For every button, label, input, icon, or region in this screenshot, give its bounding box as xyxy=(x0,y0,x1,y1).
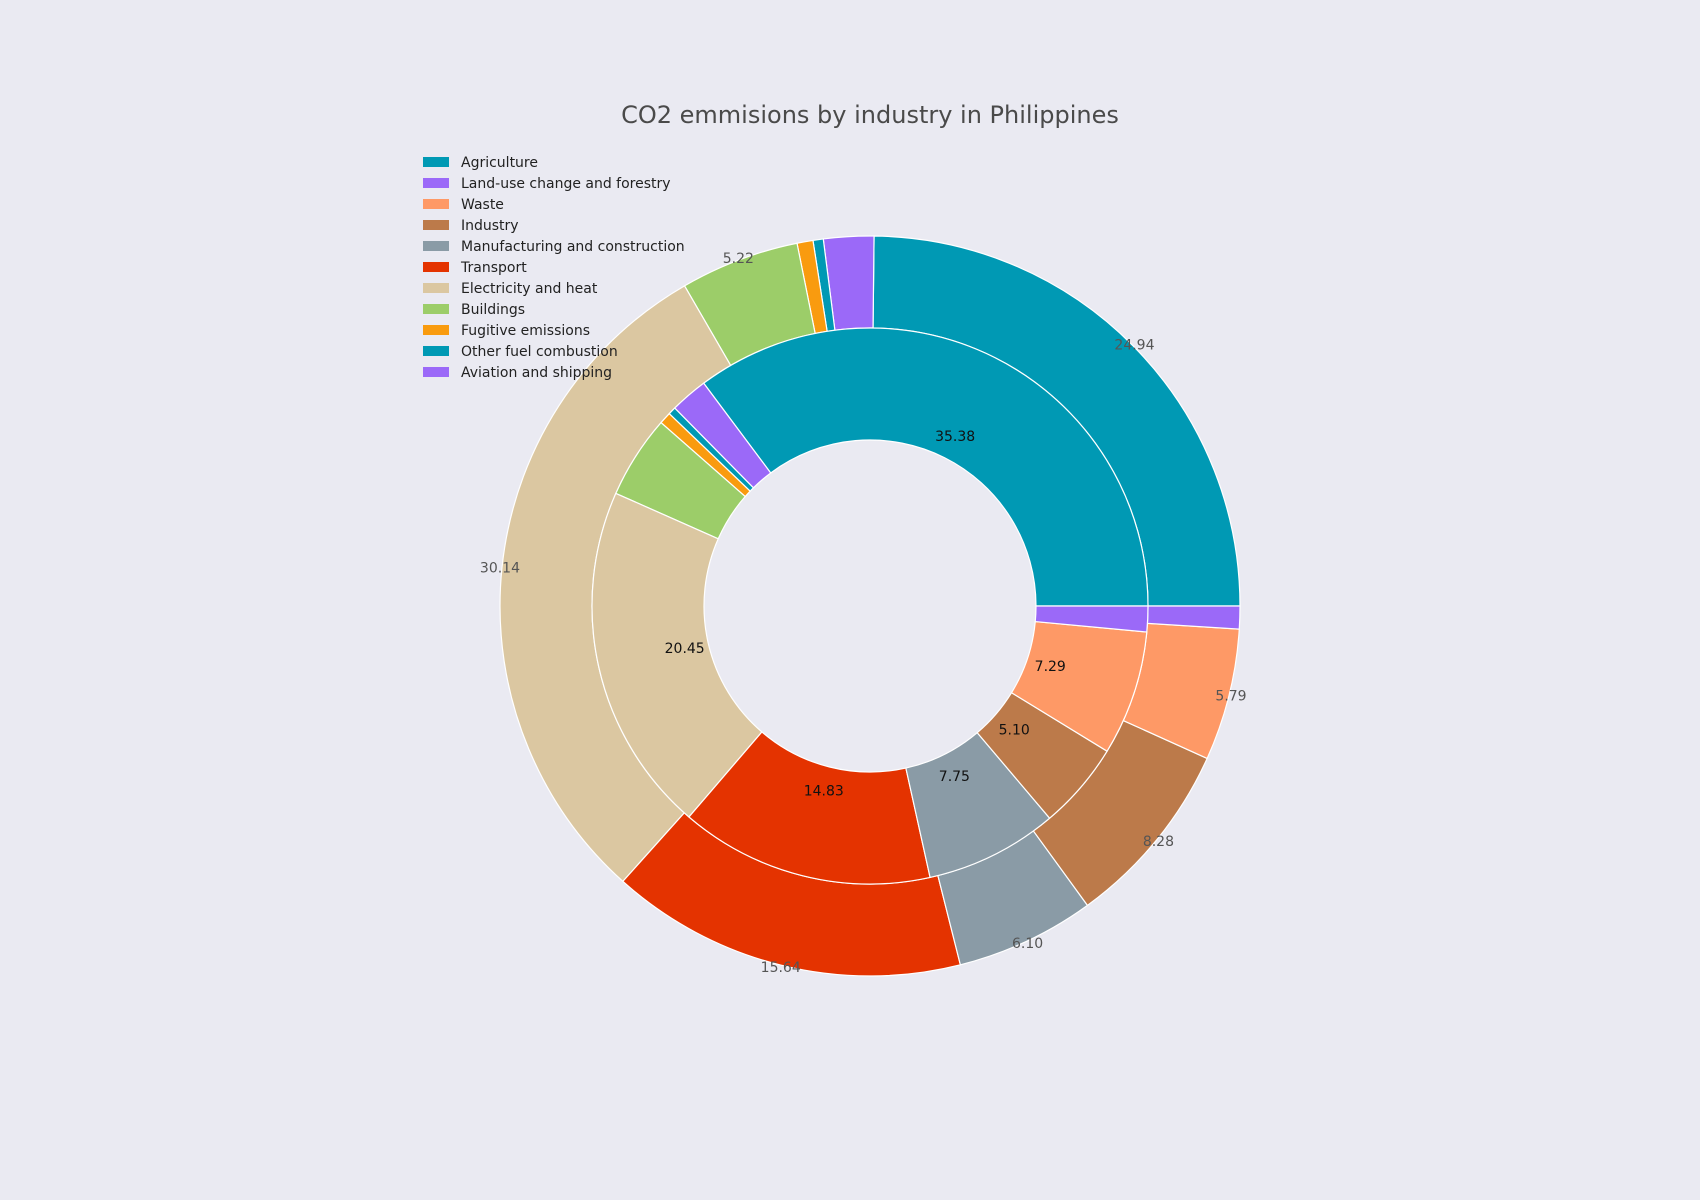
legend-label-transport: Transport xyxy=(460,260,527,276)
inner-slice-industry xyxy=(976,691,1108,820)
legend-label-buildings: Buildings xyxy=(461,302,525,318)
inner-slice-electricity-and-heat xyxy=(591,492,763,818)
outer-label-buildings: 5.22 xyxy=(723,251,754,267)
legend-label-other-fuel-combustion: Other fuel combustion xyxy=(461,344,618,360)
chart-title: CO2 emmisions by industry in Philippines xyxy=(621,101,1119,129)
slice-labels: 24.94 5.22 30.14 15.64 6.10 8.28 5.79 35.38 20.4… xyxy=(480,251,1247,976)
outer-label-transport: 15.64 xyxy=(761,960,801,976)
legend-swatch-transport xyxy=(423,262,449,272)
legend-label-aviation-and-shipping: Aviation and shipping xyxy=(461,365,612,381)
legend-swatch-waste xyxy=(423,199,449,209)
legend-label-agriculture: Agriculture xyxy=(461,155,538,171)
inner-slice-manufacturing-and-construction xyxy=(905,731,1051,879)
outer-label-industry: 8.28 xyxy=(1143,834,1174,850)
inner-label-electricity-and-heat: 20.45 xyxy=(665,641,705,657)
legend-swatch-agriculture xyxy=(423,157,449,167)
inner-slice-aviation-and-shipping xyxy=(1034,605,1149,633)
legend-label-electricity-and-heat: Electricity and heat xyxy=(461,281,598,297)
legend-swatch-other-fuel-combustion xyxy=(423,346,449,356)
outer-label-agriculture: 24.94 xyxy=(1114,337,1154,353)
legend-swatch-fugitive-emissions xyxy=(423,325,449,335)
inner-label-transport: 14.83 xyxy=(804,783,844,799)
legend-label-industry: Industry xyxy=(461,218,519,234)
inner-slice-transport xyxy=(688,731,931,885)
inner-slice-land-use-change-and-forestry xyxy=(673,382,772,489)
inner-slice-waste xyxy=(1010,620,1148,753)
legend-label-manufacturing-and-construction: Manufacturing and construction xyxy=(461,239,685,255)
outer-label-manufacturing-and-construction: 6.10 xyxy=(1012,936,1043,952)
legend-swatch-land-use-change-and-forestry xyxy=(423,178,449,188)
legend-swatch-manufacturing-and-construction xyxy=(423,241,449,251)
inner-slice-agriculture xyxy=(702,327,1149,607)
inner-label-manufacturing-and-construction: 7.75 xyxy=(939,769,970,785)
inner-label-industry: 5.10 xyxy=(999,723,1030,739)
legend-label-fugitive-emissions: Fugitive emissions xyxy=(461,323,590,339)
inner-slice-fugitive-emissions xyxy=(660,412,751,498)
legend-label-waste: Waste xyxy=(461,197,504,213)
legend-swatch-buildings xyxy=(423,304,449,314)
legend-swatch-aviation-and-shipping xyxy=(423,367,449,377)
outer-label-waste: 5.79 xyxy=(1215,689,1246,705)
legend-label-land-use-change-and-forestry: Land-use change and forestry xyxy=(461,176,671,192)
legend-swatch-electricity-and-heat xyxy=(423,283,449,293)
inner-label-agriculture: 35.38 xyxy=(935,429,975,445)
outer-label-electricity-and-heat: 30.14 xyxy=(480,561,520,577)
legend-swatch-industry xyxy=(423,220,449,230)
inner-ring xyxy=(591,327,1149,885)
inner-slice-buildings xyxy=(615,421,747,540)
inner-label-waste: 7.29 xyxy=(1035,659,1066,675)
legend: Agriculture Land-use change and forestry W… xyxy=(423,155,685,381)
